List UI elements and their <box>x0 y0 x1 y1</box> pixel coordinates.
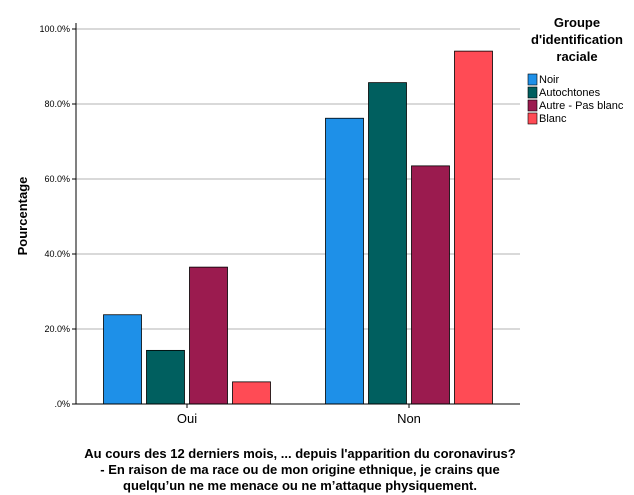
x-axis-title-line-2: - En raison de ma race ou de mon origine… <box>100 462 499 477</box>
legend-swatch <box>527 73 538 86</box>
legend-label: Blanc <box>539 113 567 125</box>
y-tick-label: 40.0% <box>44 249 70 259</box>
x-tick-label: Oui <box>177 411 197 426</box>
legend-swatch <box>527 99 538 112</box>
x-axis-title-line-1: Au cours des 12 derniers mois, ... depui… <box>84 446 516 461</box>
legend-label: Autre - Pas blanc <box>539 100 624 112</box>
y-tick-label: 60.0% <box>44 174 70 184</box>
y-axis-title: Pourcentage <box>15 177 30 256</box>
bars <box>103 50 493 405</box>
y-axis: .0% 20.0% 40.0% 60.0% 80.0% 100.0% <box>39 23 77 409</box>
y-tick-label: 100.0% <box>39 24 70 34</box>
legend-swatch <box>527 112 538 125</box>
x-axis-title-line-3: quelqu’un ne me menace ou ne m’attaque p… <box>123 478 477 493</box>
y-tick-label: .0% <box>54 399 70 409</box>
legend-title-line-1: Groupe <box>554 15 600 30</box>
x-axis-title: Au cours des 12 derniers mois, ... depui… <box>84 446 516 493</box>
bar-non-noir <box>325 117 364 405</box>
bar-oui-autochtones <box>146 349 185 405</box>
legend-label: Autochtones <box>539 87 601 99</box>
bar-oui-autre-pas-blanc <box>189 266 228 405</box>
x-tick-label: Non <box>397 411 421 426</box>
bar-oui-blanc <box>232 381 271 405</box>
gridlines <box>76 28 520 330</box>
bar-oui-noir <box>103 314 142 405</box>
legend-label: Noir <box>539 74 560 86</box>
legend-swatch <box>527 86 538 99</box>
bar-non-blanc <box>454 50 493 405</box>
y-tick-label: 80.0% <box>44 99 70 109</box>
legend: Groupe d'identification raciale NoirAuto… <box>527 15 624 125</box>
x-axis: Oui Non <box>76 403 520 426</box>
y-tick-label: 20.0% <box>44 324 70 334</box>
legend-title-line-2: d'identification <box>531 32 623 47</box>
bar-non-autochtones <box>368 82 407 405</box>
legend-title-line-3: raciale <box>556 49 597 64</box>
bar-non-autre-pas-blanc <box>411 165 450 405</box>
